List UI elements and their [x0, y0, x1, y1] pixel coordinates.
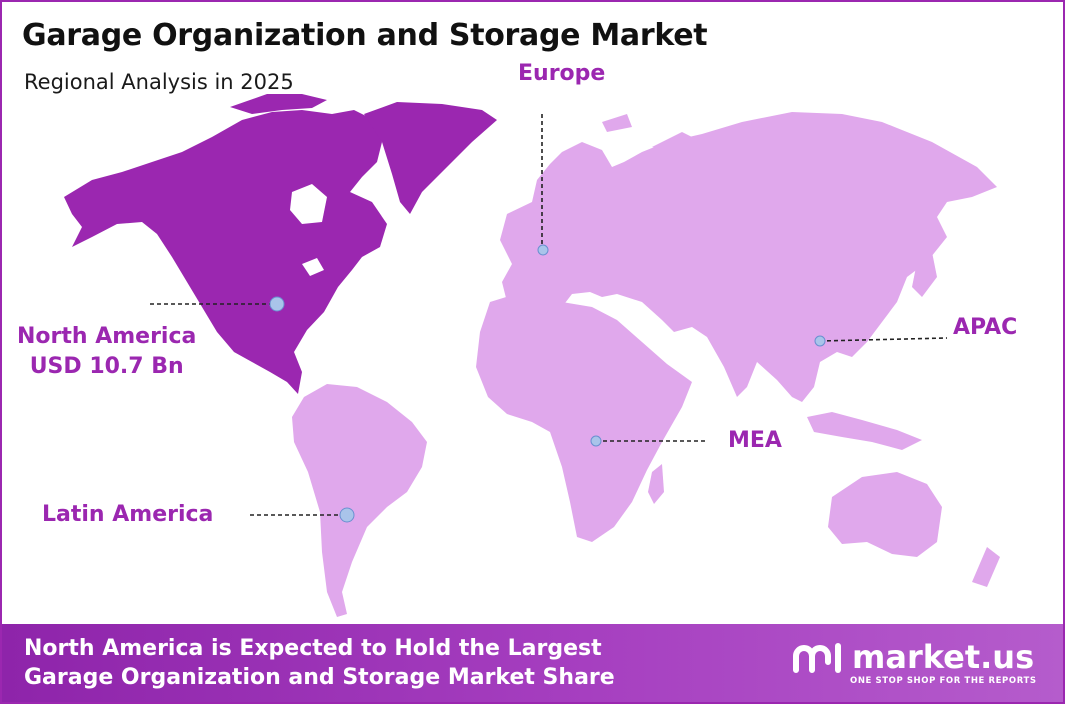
page-subtitle: Regional Analysis in 2025 [24, 70, 294, 94]
brand-tagline: ONE STOP SHOP FOR THE REPORTS [850, 676, 1037, 686]
label-europe: Europe [518, 61, 606, 86]
region-africa [476, 292, 692, 542]
region-se-asia [807, 412, 922, 450]
region-japan [912, 252, 937, 297]
footer-line-2: Garage Organization and Storage Market S… [24, 665, 615, 690]
marker-mea [590, 435, 602, 447]
label-mea: MEA [728, 428, 782, 453]
region-madagascar [648, 464, 664, 504]
footer-banner: North America is Expected to Hold the La… [2, 624, 1063, 702]
world-landmass [292, 112, 1000, 617]
region-markers [269, 244, 826, 523]
region-arctic-islands [602, 114, 702, 152]
marker-north-america [269, 296, 285, 312]
region-south-america [292, 384, 427, 617]
region-australia [828, 472, 942, 557]
region-eurasia [500, 112, 997, 402]
region-greenland [364, 102, 497, 214]
market-us-logo-icon [793, 643, 841, 673]
marker-latin-america [339, 507, 355, 523]
label-latin-america: Latin America [42, 502, 214, 527]
region-new-zealand [972, 547, 1000, 587]
region-scandinavia [550, 162, 602, 222]
marker-apac [814, 335, 826, 347]
leader-lines [150, 114, 948, 516]
label-north-america-name: North America [17, 324, 197, 349]
region-canadian-arctic [230, 94, 327, 114]
region-uk [506, 214, 522, 242]
brand-logo: market.us [792, 640, 1034, 674]
label-apac: APAC [953, 315, 1018, 340]
label-north-america: North America USD 10.7 Bn [17, 322, 196, 382]
inland-waters [290, 184, 327, 276]
marker-europe [537, 244, 549, 256]
brand-name: market.us [852, 638, 1035, 676]
region-north-america [64, 110, 387, 394]
footer-statement: North America is Expected to Hold the La… [24, 634, 615, 692]
region-north-america-highlight [64, 94, 497, 394]
footer-line-1: North America is Expected to Hold the La… [24, 636, 602, 661]
page-title: Garage Organization and Storage Market [22, 18, 708, 53]
label-north-america-value: USD 10.7 Bn [29, 354, 184, 379]
